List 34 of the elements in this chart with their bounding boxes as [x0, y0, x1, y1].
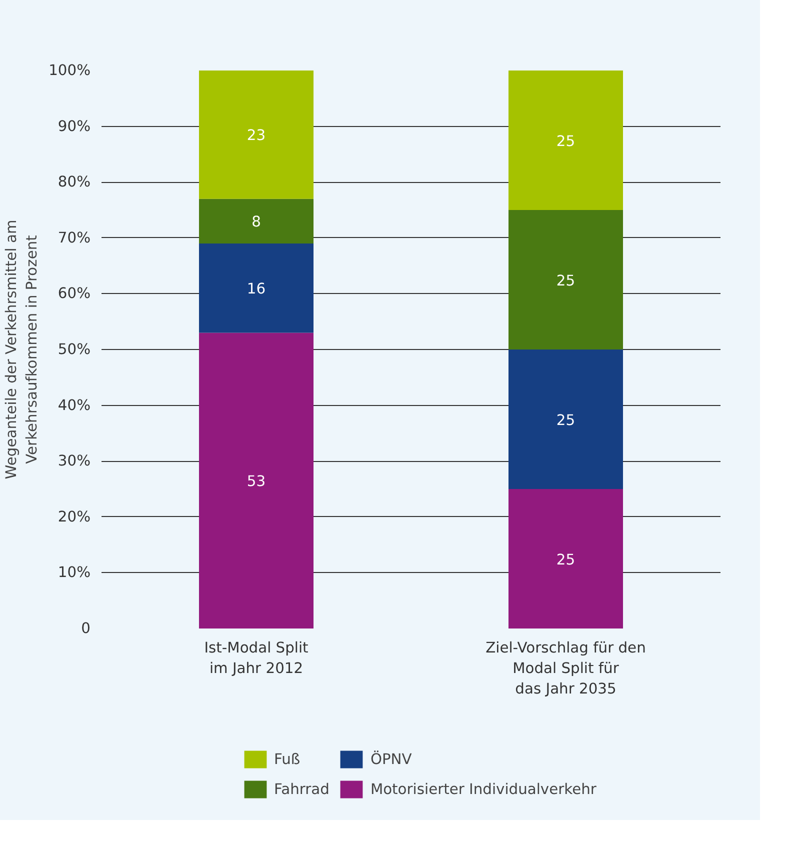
y-tick-label: 50%	[58, 341, 91, 358]
bar	[508, 350, 624, 489]
data-label: 25	[556, 272, 576, 290]
bar	[198, 243, 314, 333]
y-tick-label: 90%	[58, 118, 91, 135]
x-tick-label: Ist-Modal Split im Jahr 2012	[204, 640, 309, 677]
data-label: 53	[246, 473, 266, 490]
y-tick-label: 10%	[58, 564, 91, 582]
legend-label: ÖPNV	[370, 750, 412, 768]
legend-label: Fuß	[274, 750, 300, 768]
x-tick-label: Ziel-Vorschlag für den Modal Split für das Jahr 2035	[486, 640, 646, 698]
bar	[198, 70, 314, 199]
y-axis-title: Wegeanteile der Verkehrsmittel am Verkehrsaufkommen in Prozent	[3, 220, 41, 480]
bar	[508, 489, 624, 628]
data-label: 23	[246, 127, 266, 144]
bar	[508, 210, 624, 350]
bar	[198, 198, 314, 244]
legend-label: Fahrrad	[274, 780, 330, 798]
y-tick-label: 20%	[58, 508, 91, 526]
y-tick-label: 80%	[58, 174, 91, 191]
y-tick-label: 40%	[58, 396, 91, 414]
data-label: 25	[556, 412, 576, 429]
legend-label: Motorisierter Individualverkehr	[370, 780, 596, 798]
data-label: 25	[556, 132, 576, 150]
y-tick-label: 30%	[58, 452, 91, 470]
data-label: 16	[246, 280, 266, 298]
y-tick-label: 100%	[48, 62, 91, 79]
y-tick-label: 60%	[58, 285, 91, 302]
y-tick-label: 70%	[58, 229, 91, 246]
bar	[508, 70, 624, 210]
data-label: 8	[252, 214, 261, 231]
y-tick-label: 0	[81, 620, 91, 637]
bar	[198, 332, 314, 628]
data-label: 25	[556, 551, 576, 568]
